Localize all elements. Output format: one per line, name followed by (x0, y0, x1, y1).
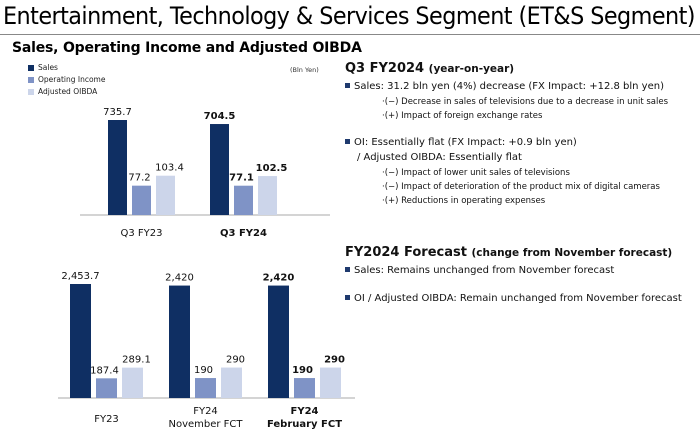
bar-operating-income (195, 378, 216, 398)
data-label-sales: 735.7 (103, 107, 132, 118)
category-label: November FCT (168, 419, 243, 430)
forecast-heading: FY2024 Forecast (change from November fo… (345, 245, 672, 260)
q3-sales-point: ·(+) Impact of foreign exchange rates (382, 111, 543, 121)
chart-panel-title: Sales, Operating Income and Adjusted OIB… (12, 40, 362, 56)
data-label-adjusted-oibda: 290 (226, 355, 245, 366)
q3-heading: Q3 FY2024 (year-on-year) (345, 61, 514, 76)
data-label-adjusted-oibda: 102.5 (256, 163, 288, 174)
legend-label: Sales (38, 63, 58, 72)
q3-oibda-text: / Adjusted OIBDA: Essentially flat (357, 152, 522, 163)
bar-operating-income (234, 185, 253, 215)
legend-label: Adjusted OIBDA (38, 87, 98, 96)
legend-item-sales: Sales (28, 62, 105, 74)
data-label-operating-income: 187.4 (90, 365, 119, 376)
category-label: February FCT (267, 419, 342, 430)
chart-legend: Sales Operating Income Adjusted OIBDA (28, 62, 105, 98)
q3-sales-text: Sales: 31.2 bln yen (4%) decrease (FX Im… (354, 81, 664, 92)
data-label-operating-income: 77.2 (128, 173, 150, 184)
forecast-oi-bullet: OI / Adjusted OIBDA: Remain unchanged fr… (345, 293, 682, 304)
bullet-icon (345, 266, 350, 272)
data-label-sales: 704.5 (204, 111, 236, 122)
forecast-sales-text: Sales: Remains unchanged from November f… (354, 265, 615, 276)
data-label-operating-income: 190 (194, 365, 213, 376)
bar-sales (169, 285, 190, 398)
bar-adjusted-oibda (122, 367, 143, 398)
bullet-icon (345, 294, 350, 300)
bar-adjusted-oibda (156, 175, 175, 215)
data-label-sales: 2,420 (263, 273, 295, 284)
page-title: Entertainment, Technology & Services Seg… (3, 2, 696, 30)
q3-oi-text: OI: Essentially flat (FX Impact: +0.9 bl… (354, 137, 577, 148)
bar-sales (268, 285, 289, 398)
category-label: FY23 (94, 414, 119, 425)
bar-adjusted-oibda (221, 367, 242, 398)
category-label: Q3 FY23 (121, 228, 163, 239)
legend-label: Operating Income (38, 75, 106, 84)
bar-operating-income (294, 378, 315, 398)
q3-sales-bullet: Sales: 31.2 bln yen (4%) decrease (FX Im… (345, 81, 664, 92)
legend-swatch-operating-income (28, 77, 34, 83)
bar-adjusted-oibda (320, 367, 341, 398)
legend-item-adjusted-oibda: Adjusted OIBDA (28, 86, 105, 98)
data-label-operating-income: 190 (292, 365, 313, 376)
data-label-operating-income: 77.1 (229, 173, 254, 184)
legend-item-operating-income: Operating Income (28, 74, 105, 86)
category-label: FY24 (193, 406, 218, 417)
data-label-sales: 2,453.7 (61, 271, 99, 282)
bar-adjusted-oibda (258, 176, 277, 215)
bar-sales (210, 124, 229, 215)
data-label-adjusted-oibda: 290 (324, 355, 345, 366)
bullet-icon (345, 138, 350, 144)
legend-swatch-sales (28, 65, 34, 71)
bullet-icon (345, 82, 350, 88)
q3-oi-point: ·(−) Impact of lower unit sales of telev… (382, 168, 570, 178)
bar-sales (108, 120, 127, 215)
q3-heading-sub: (year-on-year) (428, 63, 515, 75)
forecast-sales-bullet: Sales: Remains unchanged from November f… (345, 265, 614, 276)
data-label-adjusted-oibda: 289.1 (122, 355, 151, 366)
q3-oi-bullet: OI: Essentially flat (FX Impact: +0.9 bl… (345, 137, 577, 148)
q3-sales-point: ·(−) Decrease in sales of televisions du… (382, 97, 669, 107)
q3-oi-point: ·(−) Impact of deterioration of the prod… (382, 182, 660, 192)
data-label-sales: 2,420 (165, 273, 194, 284)
unit-label: (Bln Yen) (290, 66, 319, 74)
bar-operating-income (132, 185, 151, 215)
forecast-heading-main: FY2024 Forecast (345, 245, 467, 260)
bar-operating-income (96, 378, 117, 398)
category-label: Q3 FY24 (220, 228, 267, 239)
title-divider (0, 34, 700, 35)
forecast-heading-sub: (change from November forecast) (471, 247, 673, 259)
legend-swatch-adjusted-oibda (28, 89, 34, 95)
q3-heading-main: Q3 FY2024 (345, 61, 425, 76)
category-label: FY24 (291, 406, 319, 417)
data-label-adjusted-oibda: 103.4 (155, 163, 184, 174)
q3-oi-point: ·(+) Reductions in operating expenses (382, 196, 546, 206)
bar-sales (70, 284, 91, 398)
forecast-oi-text: OI / Adjusted OIBDA: Remain unchanged fr… (354, 293, 682, 304)
